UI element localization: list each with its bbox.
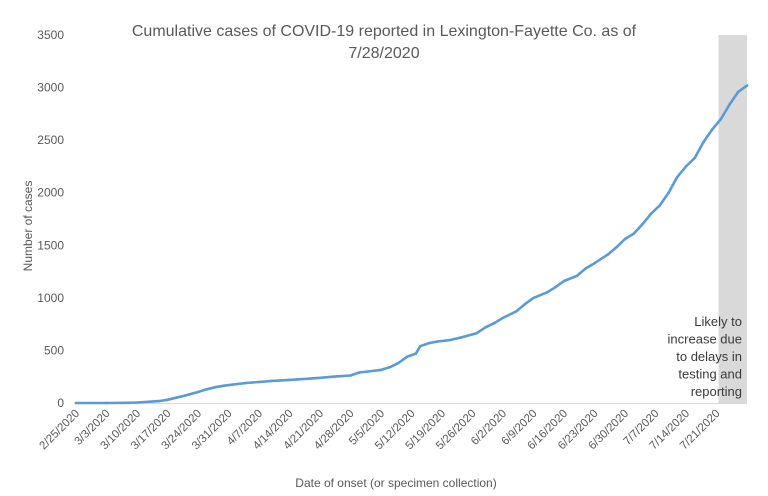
data-point <box>288 378 291 382</box>
data-point <box>366 370 370 373</box>
x-axis-title: Date of onset (or specimen collection) <box>295 476 496 490</box>
data-point <box>719 117 723 121</box>
delay-annotation-line: Likely to <box>694 314 742 329</box>
data-point <box>702 140 705 144</box>
data-point <box>462 335 466 339</box>
data-point <box>532 296 535 300</box>
data-point <box>388 366 392 369</box>
data-point <box>244 381 248 385</box>
data-point <box>418 344 422 348</box>
data-point <box>676 175 679 179</box>
data-point <box>357 371 361 374</box>
data-point <box>667 191 670 194</box>
y-tick-label: 1500 <box>37 238 64 252</box>
data-point <box>632 232 635 235</box>
data-point <box>183 394 187 397</box>
y-tick-label: 500 <box>44 343 64 357</box>
y-axis-title: Number of cases <box>21 181 35 272</box>
data-point <box>475 331 479 335</box>
data-point <box>379 368 383 372</box>
data-point <box>148 400 152 404</box>
data-point <box>331 375 335 379</box>
shaded-delay-region <box>718 35 747 403</box>
data-point <box>174 396 178 400</box>
chart-title-line: Cumulative cases of COVID-19 reported in… <box>132 23 637 40</box>
data-point <box>693 156 696 160</box>
data-point <box>397 361 400 365</box>
data-point <box>74 401 78 405</box>
delay-annotation-line: to delays in <box>676 349 742 364</box>
data-point <box>105 401 108 405</box>
data-point <box>493 321 496 325</box>
data-point <box>575 274 579 278</box>
delay-annotation-line: testing and <box>678 367 742 382</box>
data-point <box>214 385 217 389</box>
data-point <box>270 379 274 383</box>
data-point <box>562 279 566 283</box>
x-tick-label: 2/25/2020 <box>37 408 82 453</box>
data-point <box>641 223 644 226</box>
data-point <box>449 338 453 342</box>
data-point <box>649 212 653 215</box>
chart-title-line: 7/28/2020 <box>348 45 419 62</box>
data-point <box>196 390 200 394</box>
data-point <box>135 401 139 404</box>
data-point <box>188 393 191 396</box>
data-point <box>166 398 169 402</box>
y-tick-label: 2500 <box>37 133 64 147</box>
data-point <box>318 376 322 380</box>
data-point <box>514 310 518 313</box>
y-tick-label: 2000 <box>37 186 64 200</box>
data-point <box>231 383 235 386</box>
data-point <box>684 165 688 168</box>
data-point <box>414 352 418 355</box>
data-point <box>305 377 309 381</box>
data-point <box>658 204 662 207</box>
data-point <box>615 246 618 249</box>
data-point <box>523 302 527 306</box>
data-point <box>710 128 714 131</box>
cumulative-cases-line <box>74 84 749 405</box>
data-point <box>737 90 740 94</box>
data-point <box>501 316 505 320</box>
data-point <box>606 253 609 256</box>
data-point <box>623 237 627 241</box>
data-point <box>436 340 439 343</box>
delay-annotation-line: reporting <box>691 384 742 399</box>
data-point <box>405 355 409 359</box>
y-tick-label: 3500 <box>37 28 64 42</box>
data-point <box>584 267 588 270</box>
data-point <box>157 399 161 403</box>
data-point <box>222 384 226 388</box>
data-point <box>127 401 130 405</box>
data-point <box>545 291 548 294</box>
data-point <box>554 286 557 289</box>
y-tick-label: 0 <box>57 396 64 410</box>
data-point <box>427 341 431 345</box>
data-point <box>484 326 487 329</box>
y-tick-label: 1000 <box>37 291 64 305</box>
delay-annotation-line: increase due <box>668 332 742 347</box>
data-point <box>593 261 596 265</box>
data-point <box>728 103 731 106</box>
data-point <box>205 388 208 391</box>
data-point <box>257 380 261 384</box>
data-point <box>349 374 352 377</box>
y-tick-label: 3000 <box>37 81 64 95</box>
data-point <box>745 84 749 87</box>
